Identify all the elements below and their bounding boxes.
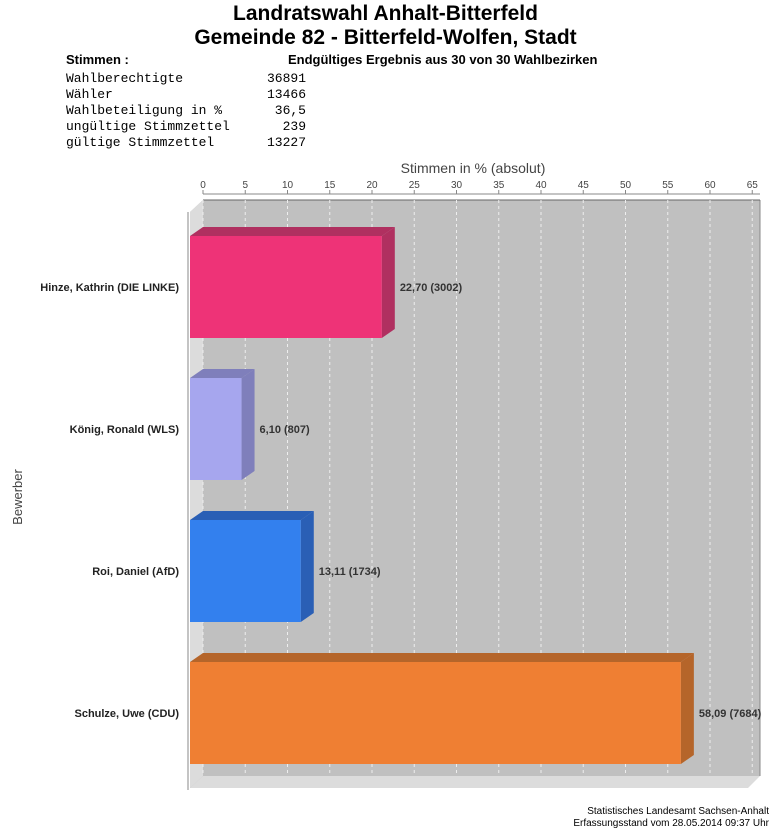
- footer-timestamp: Erfassungsstand vom 28.05.2014 09:37 Uhr: [573, 818, 769, 829]
- category-label: Hinze, Kathrin (DIE LINKE): [40, 282, 179, 294]
- x-tick-label: 55: [662, 180, 674, 191]
- stat-value: 239: [282, 119, 306, 134]
- x-tick-label: 50: [620, 180, 632, 191]
- x-tick-label: 0: [200, 180, 206, 191]
- x-tick-label: 60: [704, 180, 716, 191]
- stat-value: 36891: [266, 71, 306, 86]
- bar-value-label: 58,09 (7684): [699, 708, 762, 720]
- x-tick-label: 25: [409, 180, 421, 191]
- plot-side-wall: [190, 200, 203, 788]
- bar: [190, 662, 681, 764]
- stat-value: 13466: [266, 87, 306, 102]
- bar: [190, 236, 382, 338]
- stat-label: gültige Stimmzettel: [66, 135, 215, 150]
- bar-value-label: 22,70 (3002): [400, 282, 463, 294]
- x-tick-label: 20: [366, 180, 378, 191]
- bar-top: [190, 227, 395, 236]
- bar-side: [300, 511, 314, 622]
- stat-label: ungültige Stimmzettel: [66, 119, 230, 134]
- bar-top: [190, 653, 694, 662]
- x-tick-label: 30: [451, 180, 463, 191]
- plot-floor: [190, 776, 760, 788]
- chart-title: Landratswahl Anhalt-Bitterfeld: [233, 2, 538, 25]
- category-label: Schulze, Uwe (CDU): [74, 708, 179, 720]
- stat-label: Wahlbeteiligung in %: [66, 103, 223, 118]
- x-tick-label: 65: [747, 180, 759, 191]
- stimmen-label: Stimmen :: [66, 52, 129, 67]
- bar-top: [190, 369, 255, 378]
- bar-side: [680, 653, 694, 764]
- plot-background: [190, 200, 760, 788]
- bar: [190, 378, 242, 480]
- y-axis-label: Bewerber: [10, 469, 25, 525]
- x-tick-label: 40: [535, 180, 547, 191]
- bar-value-label: 13,11 (1734): [319, 566, 381, 578]
- x-tick-label: 35: [493, 180, 505, 191]
- x-tick-label: 10: [282, 180, 294, 191]
- x-tick-label: 45: [578, 180, 590, 191]
- stat-value: 13227: [266, 135, 306, 150]
- bar: [190, 520, 301, 622]
- result-status: Endgültiges Ergebnis aus 30 von 30 Wahlb…: [288, 52, 598, 67]
- category-label: Roi, Daniel (AfD): [92, 566, 179, 578]
- chart-subtitle-municipality: Gemeinde 82 - Bitterfeld-Wolfen, Stadt: [194, 26, 577, 49]
- bar-side: [381, 227, 395, 338]
- x-tick-label: 15: [324, 180, 336, 191]
- stat-label: Wähler: [66, 87, 113, 102]
- bar-value-label: 6,10 (807): [260, 424, 310, 436]
- stat-label: Wahlberechtigte: [66, 71, 184, 86]
- x-axis-label: Stimmen in % (absolut): [401, 160, 546, 176]
- x-tick-label: 5: [242, 180, 248, 191]
- bar-side: [241, 369, 255, 480]
- bar-top: [190, 511, 314, 520]
- footer-source: Statistisches Landesamt Sachsen-Anhalt: [587, 806, 769, 817]
- stat-value: 36,5: [274, 103, 306, 118]
- category-label: König, Ronald (WLS): [70, 424, 180, 436]
